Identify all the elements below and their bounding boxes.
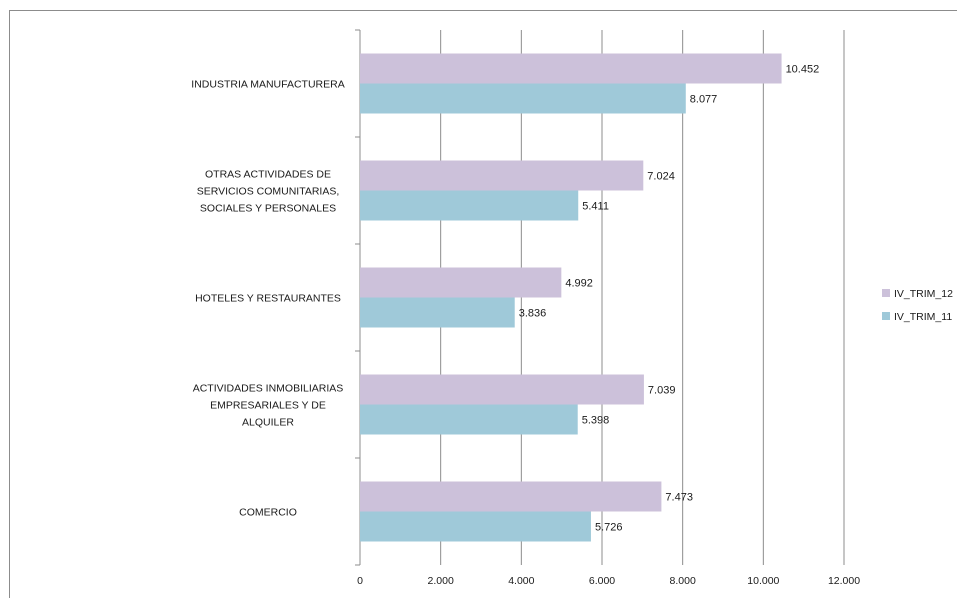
chart-frame (9, 10, 957, 598)
category-label: ACTIVIDADES INMOBILIARIAS (193, 383, 344, 395)
bar (360, 511, 591, 542)
x-tick-label: 0 (357, 575, 363, 587)
category-label: SOCIALES Y PERSONALES (200, 203, 336, 215)
bar (360, 160, 644, 191)
x-tick-label: 12.000 (828, 575, 860, 587)
legend-label: IV_TRIM_12 (894, 288, 953, 300)
data-label: 8.077 (690, 94, 718, 106)
bar (360, 83, 686, 114)
data-label: 5.398 (582, 415, 610, 427)
legend-swatch (882, 312, 890, 320)
legend-swatch (882, 289, 890, 297)
category-label: HOTELES Y RESTAURANTES (195, 293, 341, 305)
bar (360, 481, 662, 512)
bar (360, 404, 578, 435)
data-label: 7.473 (665, 492, 693, 504)
bar (360, 190, 579, 221)
data-label: 5.411 (582, 201, 609, 213)
x-tick-label: 10.000 (747, 575, 779, 587)
data-label: 4.992 (565, 278, 593, 290)
category-label: SERVICIOS COMUNITARIAS, (197, 186, 340, 198)
x-tick-label: 4.000 (508, 575, 534, 587)
x-tick-label: 2.000 (428, 575, 454, 587)
category-label: OTRAS ACTIVIDADES DE (205, 169, 331, 181)
category-label: ALQUILER (242, 417, 294, 429)
data-label: 3.836 (519, 308, 547, 320)
data-label: 7.039 (648, 385, 676, 397)
category-label: INDUSTRIA MANUFACTURERA (191, 79, 344, 91)
bar (360, 267, 562, 298)
category-label: COMERCIO (239, 507, 297, 519)
category-label: EMPRESARIALES Y DE (210, 400, 326, 412)
bar (360, 53, 782, 84)
x-tick-label: 6.000 (589, 575, 615, 587)
data-label: 7.024 (647, 171, 675, 183)
bar (360, 374, 644, 405)
data-label: 5.726 (595, 522, 623, 534)
legend-label: IV_TRIM_11 (894, 311, 952, 323)
x-tick-label: 8.000 (670, 575, 696, 587)
data-label: 10.452 (786, 64, 820, 76)
bar (360, 297, 515, 328)
